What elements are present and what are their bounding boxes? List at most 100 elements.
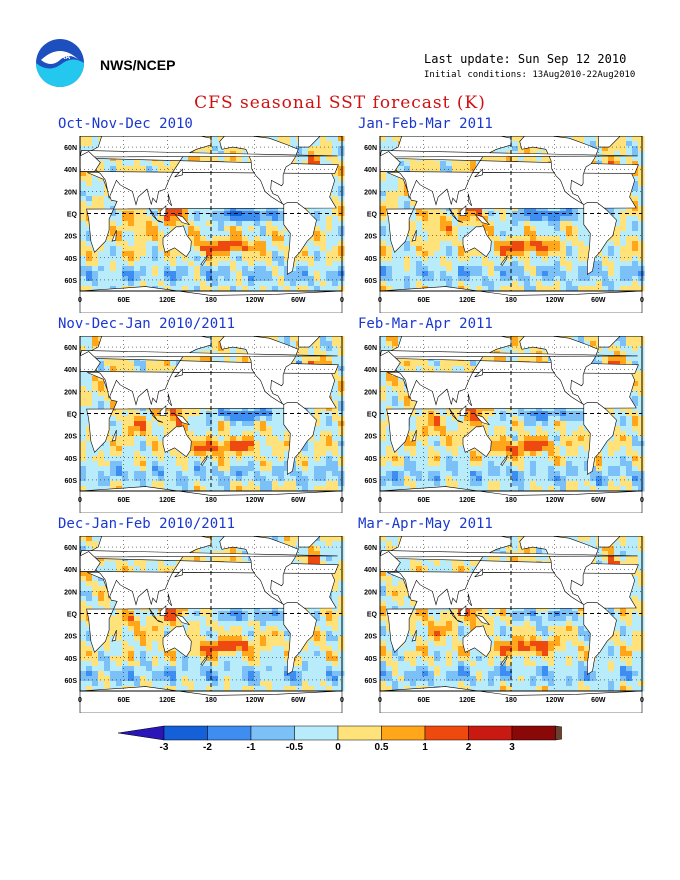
- lat-label: 40S: [365, 256, 378, 263]
- panel-title: Feb-Mar-Apr 2011: [358, 316, 493, 332]
- lon-label: 60W: [291, 497, 306, 504]
- lon-label: 120E: [159, 297, 176, 304]
- lat-label: 40S: [65, 656, 78, 663]
- lon-label: 60W: [591, 497, 606, 504]
- colorbar-min-arrow: [118, 725, 165, 741]
- colorbar-segment: [468, 725, 513, 741]
- colorbar-tick-label: -1: [246, 742, 256, 753]
- panel-title: Oct-Nov-Dec 2010: [58, 116, 193, 132]
- lon-label: 0: [78, 497, 82, 504]
- lat-label: 60S: [365, 278, 378, 285]
- lon-label: 60E: [417, 697, 430, 704]
- last-update-text: Last update: Sun Sep 12 2010: [424, 52, 627, 66]
- lon-label: 60W: [591, 297, 606, 304]
- organization-label: NWS/NCEP: [100, 57, 176, 73]
- lon-label: 120E: [459, 697, 476, 704]
- noaa-logo-text: NOAA: [50, 54, 71, 61]
- lon-label: 180: [205, 497, 217, 504]
- lat-label: 20N: [364, 389, 377, 396]
- lat-label: 40N: [64, 367, 77, 374]
- lon-label: 60W: [591, 697, 606, 704]
- sst-map: 60N 40N 20N EQ 20S 40S 60S 0 60E 120E 180 120W 60W 0: [364, 536, 645, 713]
- lat-label: 20N: [364, 589, 377, 596]
- forecast-panel: Nov-Dec-Jan 2010/2011 60N 40N 20N EQ 20S 40S 60…: [56, 316, 346, 515]
- lat-label: 20S: [365, 434, 378, 441]
- lon-label: 0: [340, 297, 344, 304]
- noaa-logo-icon: NOAA: [36, 39, 84, 87]
- lon-label: 180: [205, 297, 217, 304]
- lat-label: 60N: [364, 345, 377, 352]
- lon-label: 60E: [417, 297, 430, 304]
- lon-label: 60E: [417, 497, 430, 504]
- colorbar-tick-label: 2: [465, 742, 472, 753]
- forecast-panel: Jan-Feb-Mar 2011 60N 40N 20N EQ 20S 40S 60S 0 60E…: [356, 116, 646, 315]
- lon-label: 0: [78, 697, 82, 704]
- colorbar-segment: [207, 725, 252, 741]
- lon-label: 60E: [117, 697, 130, 704]
- forecast-panel: Dec-Jan-Feb 2010/2011 60N 40N 20N EQ 20S 40S 60…: [56, 516, 346, 715]
- lon-label: 60W: [291, 697, 306, 704]
- lat-label: EQ: [67, 612, 78, 619]
- lon-label: 120W: [246, 697, 265, 704]
- sst-map: 60N 40N 20N EQ 20S 40S 60S 0 60E 120E 180 120W 60W 0: [364, 336, 645, 513]
- lat-label: 60N: [64, 545, 77, 552]
- sst-map: 60N 40N 20N EQ 20S 40S 60S 0 60E 120E 180 120W 60W 0: [64, 536, 345, 713]
- lat-label: 40N: [364, 567, 377, 574]
- lon-label: 0: [378, 497, 382, 504]
- lon-label: 180: [505, 697, 517, 704]
- lat-label: 40S: [65, 456, 78, 463]
- colorbar-tick-label: 0.5: [374, 742, 389, 753]
- colorbar-tick-label: -0.5: [285, 742, 304, 753]
- lon-label: 0: [378, 697, 382, 704]
- lon-label: 0: [78, 297, 82, 304]
- lon-label: 60W: [291, 297, 306, 304]
- colorbar-tick-label: 3: [509, 742, 515, 753]
- lat-label: 20S: [365, 234, 378, 241]
- lon-label: 180: [505, 297, 517, 304]
- lat-label: 60N: [64, 145, 77, 152]
- lat-label: 60S: [365, 478, 378, 485]
- lat-label: 60S: [65, 478, 78, 485]
- lon-label: 120W: [546, 697, 565, 704]
- panel-title: Mar-Apr-May 2011: [358, 516, 493, 532]
- lat-label: 40N: [364, 167, 377, 174]
- panel-title: Dec-Jan-Feb 2010/2011: [58, 516, 236, 532]
- lat-label: 40N: [364, 367, 377, 374]
- panel-title: Jan-Feb-Mar 2011: [358, 116, 493, 132]
- lat-label: 60N: [64, 345, 77, 352]
- lat-label: 60N: [364, 545, 377, 552]
- lon-label: 0: [640, 697, 644, 704]
- sst-map: 60N 40N 20N EQ 20S 40S 60S 0 60E 120E 180 120W 60W 0: [64, 336, 345, 513]
- lat-label: EQ: [67, 212, 78, 219]
- colorbar-labels: -3 -2 -1 -0.5 0 0.5 1 2 3: [0, 742, 680, 756]
- lat-label: 20S: [65, 434, 78, 441]
- lon-label: 120W: [546, 297, 565, 304]
- lat-label: 40S: [65, 256, 78, 263]
- lon-label: 120E: [459, 497, 476, 504]
- lon-label: 0: [340, 497, 344, 504]
- page-title: CFS seasonal SST forecast (K): [194, 93, 486, 113]
- lon-label: 0: [340, 697, 344, 704]
- lat-label: 40N: [64, 567, 77, 574]
- lat-label: EQ: [367, 412, 378, 419]
- lat-label: EQ: [367, 612, 378, 619]
- lon-label: 0: [640, 497, 644, 504]
- colorbar-segment: [250, 725, 295, 741]
- lon-label: 180: [205, 697, 217, 704]
- forecast-panel: Mar-Apr-May 2011 60N 40N 20N EQ 20S 40S 60S 0 60E…: [356, 516, 646, 715]
- colorbar-max-arrow: [555, 725, 562, 741]
- lon-label: 0: [378, 297, 382, 304]
- lon-label: 120E: [159, 697, 176, 704]
- lat-label: EQ: [67, 412, 78, 419]
- lat-label: 60S: [65, 278, 78, 285]
- colorbar-tick-label: 0: [335, 742, 341, 753]
- panel-title: Nov-Dec-Jan 2010/2011: [58, 316, 236, 332]
- lat-label: 20S: [65, 634, 78, 641]
- lat-label: 60S: [65, 678, 78, 685]
- lat-label: 40S: [365, 656, 378, 663]
- sst-map: 60N 40N 20N EQ 20S 40S 60S 0 60E 120E 180 120W 60W 0: [364, 136, 645, 313]
- lat-label: 20N: [64, 389, 77, 396]
- lon-label: 180: [505, 497, 517, 504]
- lat-label: 40S: [365, 456, 378, 463]
- lat-label: EQ: [367, 212, 378, 219]
